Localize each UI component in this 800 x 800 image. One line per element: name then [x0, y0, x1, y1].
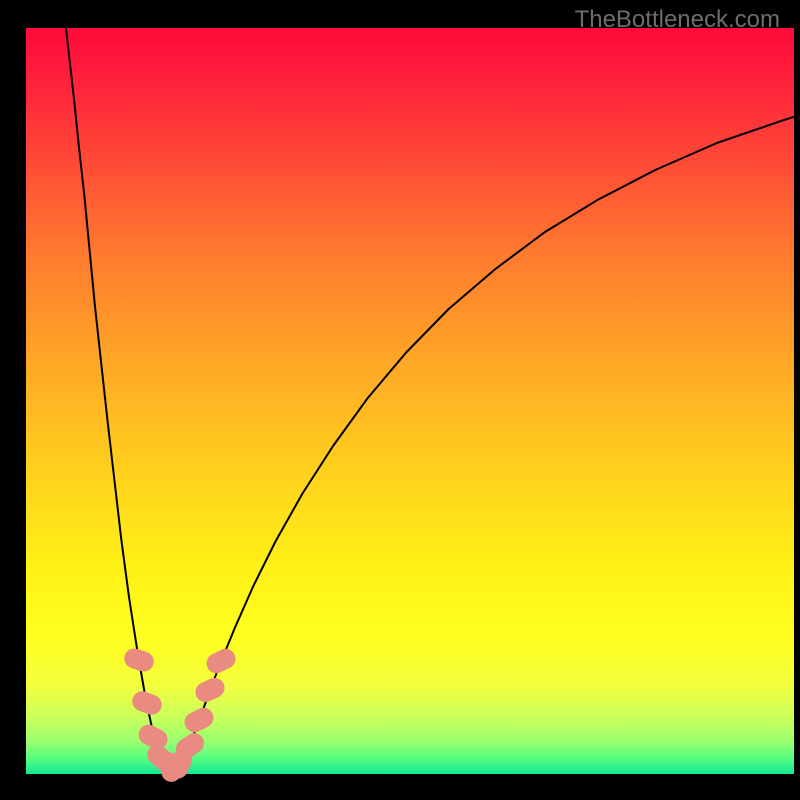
chart-frame: TheBottleneck.com: [0, 0, 800, 800]
curve-marker: [203, 645, 239, 676]
plot-area: [26, 28, 794, 774]
curve-marker: [129, 689, 164, 718]
curve-marker: [122, 646, 157, 674]
marker-layer: [26, 28, 794, 774]
curve-marker: [192, 675, 228, 706]
curve-marker: [181, 705, 217, 736]
watermark-label: TheBottleneck.com: [575, 6, 780, 34]
